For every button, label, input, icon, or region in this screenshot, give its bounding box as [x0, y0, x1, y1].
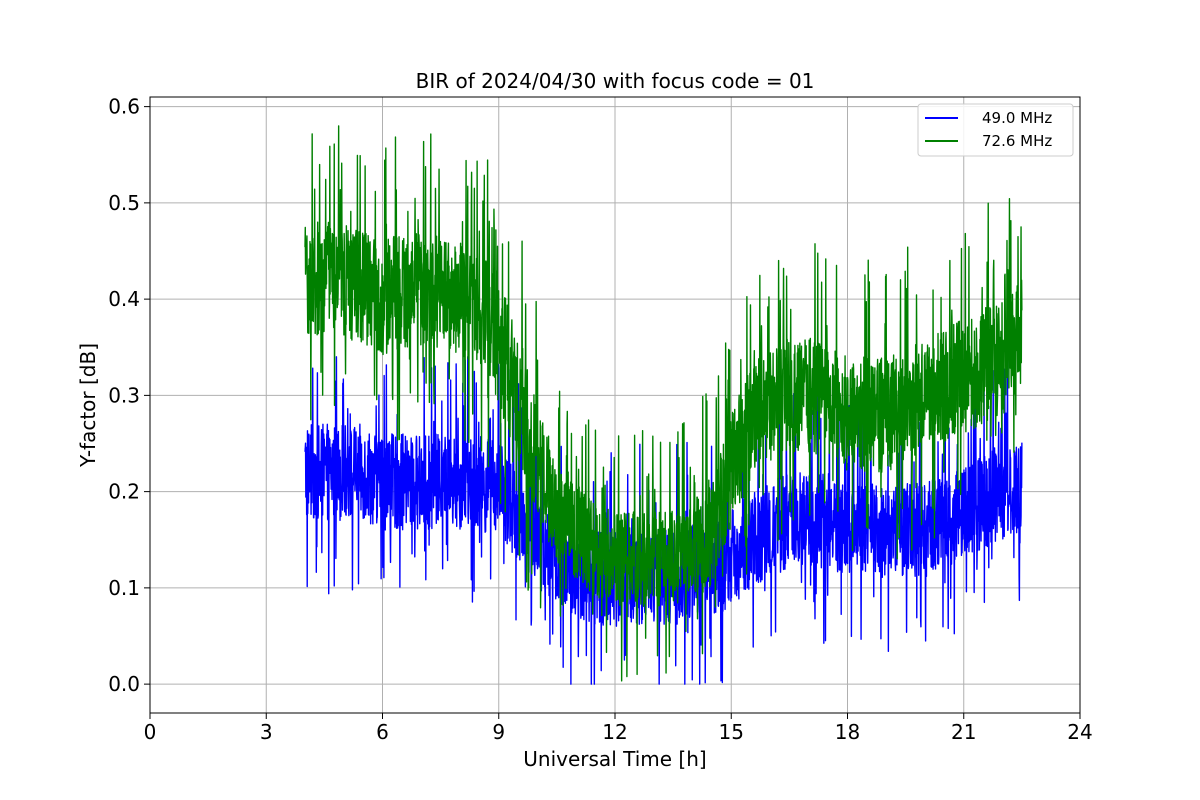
x-tick-label: 9 [492, 720, 505, 744]
x-tick-label: 12 [602, 720, 627, 744]
legend: 49.0 MHz 72.6 MHz [917, 103, 1074, 157]
y-tick-label: 0.4 [108, 287, 140, 311]
x-axis-title: Universal Time [h] [523, 747, 706, 771]
x-tick-label: 18 [835, 720, 860, 744]
y-axis-title: Y-factor [dB] [76, 343, 100, 468]
y-tick-label: 0.0 [108, 672, 140, 696]
chart-title: BIR of 2024/04/30 with focus code = 01 [416, 69, 815, 93]
x-tick-label: 3 [260, 720, 273, 744]
x-tick-label: 24 [1067, 720, 1092, 744]
series-line-1 [304, 125, 1023, 682]
x-tick-label: 0 [144, 720, 157, 744]
x-tick-label: 15 [719, 720, 744, 744]
y-tick-label: 0.2 [108, 480, 140, 504]
x-tick-label: 6 [376, 720, 389, 744]
x-tick-label: 21 [951, 720, 976, 744]
ticks: 0 3 6 9 12 15 18 21 24 0.0 0.1 0.2 0.3 0.4 0.5 0.6 [108, 95, 1093, 744]
y-tick-label: 0.5 [108, 191, 140, 215]
y-tick-label: 0.3 [108, 383, 140, 407]
y-tick-label: 0.6 [108, 95, 140, 119]
legend-label-72mhz: 72.6 MHz [982, 132, 1052, 150]
data-layer [304, 125, 1023, 685]
legend-label-49mhz: 49.0 MHz [982, 109, 1052, 127]
y-tick-label: 0.1 [108, 576, 140, 600]
